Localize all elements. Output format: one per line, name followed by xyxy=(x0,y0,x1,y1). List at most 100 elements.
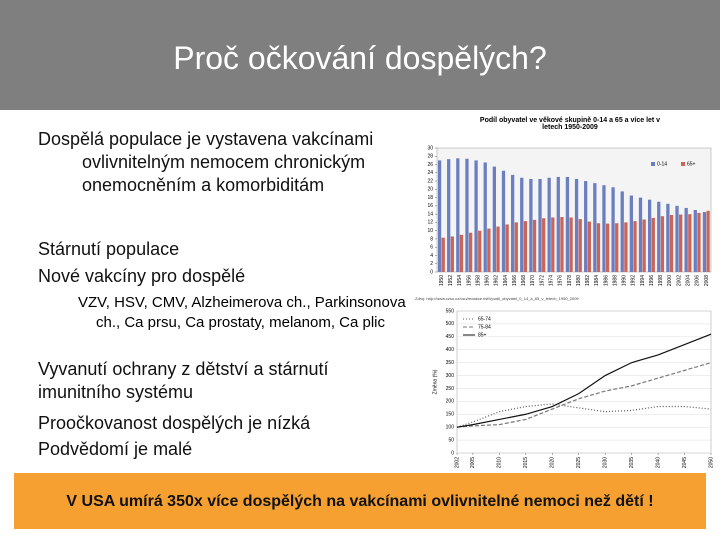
x-tick-label: 1950 xyxy=(439,275,445,286)
x-tick-label: 2020 xyxy=(550,457,556,468)
bar xyxy=(492,166,497,272)
y-tick-label: 300 xyxy=(446,373,455,379)
bar xyxy=(584,181,588,272)
legend-swatch xyxy=(651,162,655,166)
x-tick-label: 1994 xyxy=(640,275,646,286)
y-tick-label: 250 xyxy=(446,386,455,392)
bar xyxy=(569,217,573,272)
bar xyxy=(450,236,454,272)
bar xyxy=(629,195,634,272)
y-tick-label: 550 xyxy=(446,308,455,314)
x-tick-label: 1980 xyxy=(576,275,582,286)
y-tick-label: 150 xyxy=(446,412,455,418)
x-tick-label: 2030 xyxy=(602,457,608,468)
bar xyxy=(596,223,601,272)
bar xyxy=(456,158,460,272)
x-tick-label: 2050 xyxy=(708,457,714,468)
x-tick-label: 1974 xyxy=(548,275,554,286)
bar xyxy=(669,214,674,272)
x-tick-label: 2035 xyxy=(629,457,635,468)
bar xyxy=(547,177,551,272)
legend-label: 65+ xyxy=(687,161,696,167)
x-tick-label: 2005 xyxy=(470,457,476,468)
y-tick-label: 22 xyxy=(427,178,433,184)
bar xyxy=(510,174,515,272)
x-tick-label: 1968 xyxy=(521,275,527,286)
chart: 0 50 100 150 200 250 300 350 400 450 500 550 2002 200… xyxy=(432,308,714,468)
x-tick-label: 1958 xyxy=(475,275,481,286)
y-tick-label: 14 xyxy=(427,211,433,217)
y-tick-label: 30 xyxy=(427,145,433,151)
bar xyxy=(642,219,646,272)
chart-title: Podíl obyvatel ve věkové skupině 0-14 a … xyxy=(479,117,661,131)
y-tick-label: 24 xyxy=(427,170,433,176)
x-tick-label: 1956 xyxy=(466,275,472,286)
bar xyxy=(633,221,637,272)
legend-label: 75-84 xyxy=(478,324,491,330)
y-tick-label: 400 xyxy=(446,347,455,353)
x-tick-label: 1996 xyxy=(649,275,655,286)
x-tick-label: 2010 xyxy=(497,457,503,468)
bar xyxy=(593,183,597,272)
bar xyxy=(697,212,701,272)
bar xyxy=(560,217,564,272)
bar xyxy=(574,179,579,272)
x-tick-label: 1990 xyxy=(622,275,628,286)
bar xyxy=(523,221,528,272)
x-tick-label: 2006 xyxy=(695,275,701,286)
bar xyxy=(468,232,473,272)
bar xyxy=(647,199,652,272)
bar xyxy=(441,237,445,272)
bar xyxy=(624,222,628,272)
bar xyxy=(542,218,546,272)
bar xyxy=(478,230,482,272)
bar xyxy=(520,177,524,272)
bar xyxy=(483,162,487,272)
x-tick-label: 2000 xyxy=(667,275,673,286)
legend-swatch xyxy=(681,162,685,166)
y-tick-label: 8 xyxy=(430,236,433,242)
bar xyxy=(514,222,518,272)
y-tick-label: 10 xyxy=(427,228,433,234)
y-tick-label: 28 xyxy=(427,154,433,160)
y-tick-label: 26 xyxy=(427,162,433,168)
y-tick-label: 0 xyxy=(451,450,454,456)
x-tick-label: 1986 xyxy=(603,275,609,286)
bullet: Vyvanutí ochrany z dětství a stárnutí im… xyxy=(38,359,329,402)
x-tick-label: 1966 xyxy=(512,275,518,286)
y-tick-label: 450 xyxy=(446,334,455,340)
bar xyxy=(684,207,688,272)
x-tick-label: 1978 xyxy=(567,275,573,286)
bar xyxy=(620,191,624,272)
x-tick-label: 1964 xyxy=(503,275,509,286)
bar xyxy=(688,214,692,272)
bar xyxy=(501,170,506,272)
x-tick-label: 1998 xyxy=(658,275,664,286)
x-tick-label: 1970 xyxy=(530,275,536,286)
x-tick-label: 2002 xyxy=(454,457,460,468)
chart-source: Zdroj: http://www.czso.cz/csu/redakce.ns… xyxy=(415,296,579,301)
bar xyxy=(657,201,661,272)
bar xyxy=(702,212,707,272)
bar xyxy=(487,228,491,272)
bar xyxy=(675,205,679,272)
bar xyxy=(679,214,683,272)
bar xyxy=(447,159,451,272)
bar xyxy=(532,219,537,272)
y-tick-label: 200 xyxy=(446,399,455,405)
x-tick-label: 1982 xyxy=(585,275,591,286)
x-tick-label: 1972 xyxy=(539,275,545,286)
bar xyxy=(706,210,710,272)
x-tick-label: 2002 xyxy=(676,275,682,286)
bar xyxy=(651,217,655,272)
bar xyxy=(638,197,643,272)
x-tick-label: 1960 xyxy=(485,275,491,286)
y-axis-label: Změna (%) xyxy=(432,369,438,394)
x-tick-label: 1988 xyxy=(612,275,618,286)
y-tick-label: 2 xyxy=(430,261,433,267)
bar xyxy=(437,160,442,272)
bar xyxy=(611,187,615,272)
bar xyxy=(666,203,670,272)
bar xyxy=(605,223,610,272)
